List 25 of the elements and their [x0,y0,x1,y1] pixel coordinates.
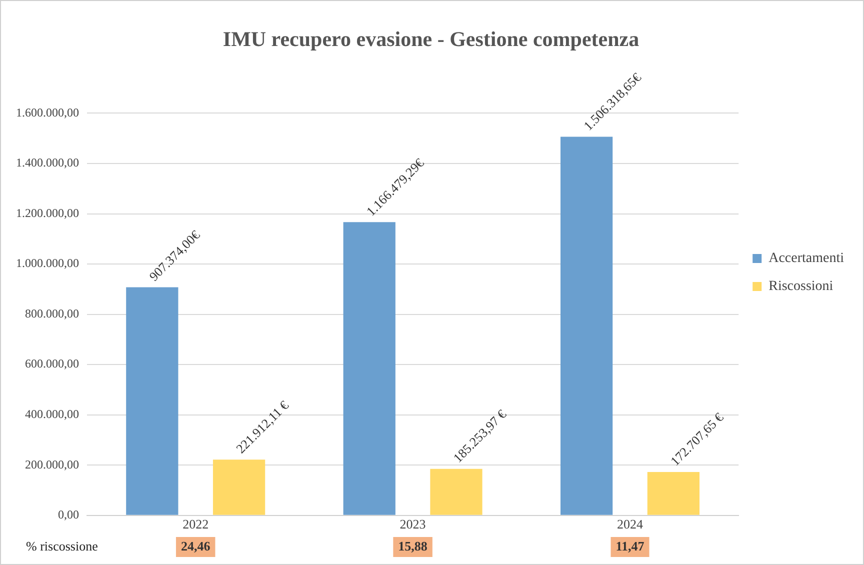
y-tick-label: 0,00 [58,508,79,522]
legend-label: Accertamenti [768,251,844,266]
y-tick-label: 1.000.000,00 [16,256,79,270]
y-tick-label: 1.200.000,00 [16,206,79,220]
y-tick-label: 1.600.000,00 [16,105,79,120]
y-tick-label: 1.400.000,00 [16,156,79,170]
legend-label: Riscossioni [768,279,834,294]
bar [126,287,178,515]
bar [560,136,613,515]
x-tick-label: 2022 [182,516,209,532]
bar [212,460,266,515]
y-tick-label: 400.000,00 [25,407,79,422]
bar [430,468,482,515]
chart-title: IMU recupero evasione - Gestione competenza [222,27,640,52]
bar [647,472,700,515]
x-tick-label: 2023 [400,516,426,532]
text: 15,88 [398,538,428,554]
text: 24,46 [180,538,211,554]
y-tick-label: 200.000,00 [25,457,79,472]
y-tick-label: 600.000,00 [25,356,79,371]
x-tick-label: 2024 [617,516,644,532]
bar [343,222,396,515]
y-tick-label: 800.000,00 [25,306,79,320]
text: 11,47 [616,538,645,554]
text: % riscossione [26,538,98,554]
